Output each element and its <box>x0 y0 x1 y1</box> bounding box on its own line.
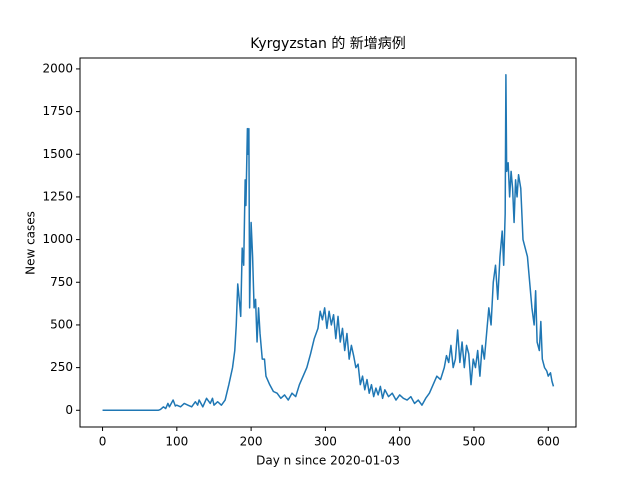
x-axis-label: Day n since 2020-01-03 <box>256 454 400 468</box>
y-tick-label: 1000 <box>42 232 73 246</box>
y-tick-label: 750 <box>50 275 73 289</box>
x-tick-label: 600 <box>537 435 560 449</box>
x-tick-label: 200 <box>240 435 263 449</box>
x-tick-label: 400 <box>388 435 411 449</box>
axes-frame <box>79 57 577 428</box>
y-tick-label: 1750 <box>42 104 73 118</box>
y-tick-label: 2000 <box>42 61 73 75</box>
y-tick-label: 500 <box>50 317 73 331</box>
x-tick-label: 0 <box>99 435 107 449</box>
x-tick-label: 500 <box>463 435 486 449</box>
x-tick-label: 100 <box>165 435 188 449</box>
y-tick-label: 1250 <box>42 189 73 203</box>
y-tick-label: 0 <box>65 403 73 417</box>
y-tick-label: 250 <box>50 360 73 374</box>
data-line <box>102 73 555 412</box>
y-axis-label: New cases <box>24 211 38 275</box>
x-tick-label: 300 <box>314 435 337 449</box>
chart-title: Kyrgyzstan 的 新增病例 <box>250 36 406 52</box>
y-tick-label: 1500 <box>42 147 73 161</box>
